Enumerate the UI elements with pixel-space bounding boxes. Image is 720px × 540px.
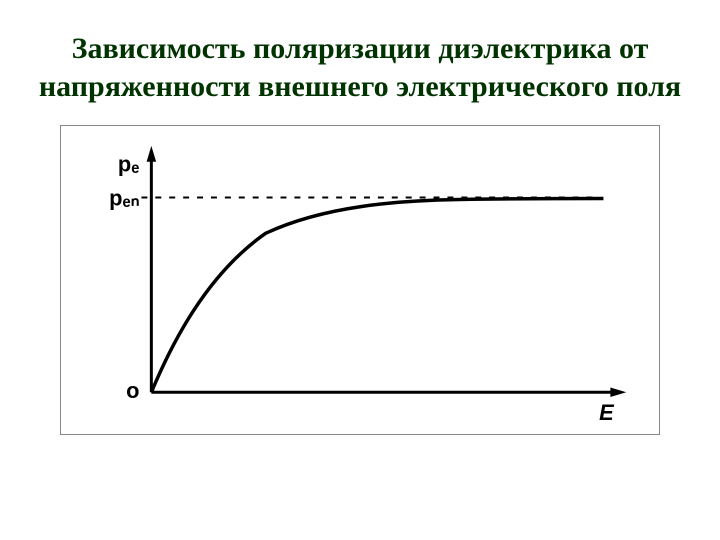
chart-container: pₑ pₑₙ o E	[60, 125, 660, 435]
chart-svg: pₑ pₑₙ o E	[61, 126, 659, 434]
y-saturation-label: pₑₙ	[109, 185, 140, 210]
x-axis-arrowhead	[610, 388, 626, 398]
x-axis-label: E	[599, 400, 615, 425]
polarization-curve	[151, 199, 603, 393]
slide-title: Зависимость поляризации диэлектрика от н…	[30, 30, 690, 105]
origin-label: o	[126, 378, 139, 403]
y-axis-arrowhead	[147, 146, 157, 162]
slide-container: Зависимость поляризации диэлектрика от н…	[0, 0, 720, 540]
y-axis-label: pₑ	[118, 152, 140, 177]
chart-border: pₑ pₑₙ o E	[60, 125, 660, 435]
